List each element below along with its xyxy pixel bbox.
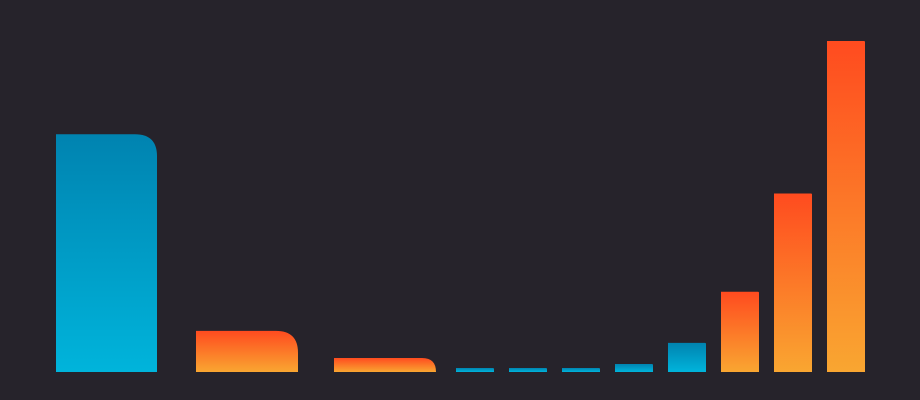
bar-7 bbox=[615, 363, 653, 372]
bar-10 bbox=[774, 193, 812, 372]
bar-6 bbox=[562, 367, 600, 372]
bar-1 bbox=[56, 134, 157, 372]
bars-layer bbox=[56, 41, 865, 372]
bar-11 bbox=[827, 41, 865, 372]
bar-2 bbox=[196, 330, 298, 372]
bar-8 bbox=[668, 342, 706, 372]
bar-3 bbox=[334, 357, 436, 372]
bar-4 bbox=[456, 367, 494, 372]
bar-5 bbox=[509, 367, 547, 372]
bar-9 bbox=[721, 291, 759, 372]
